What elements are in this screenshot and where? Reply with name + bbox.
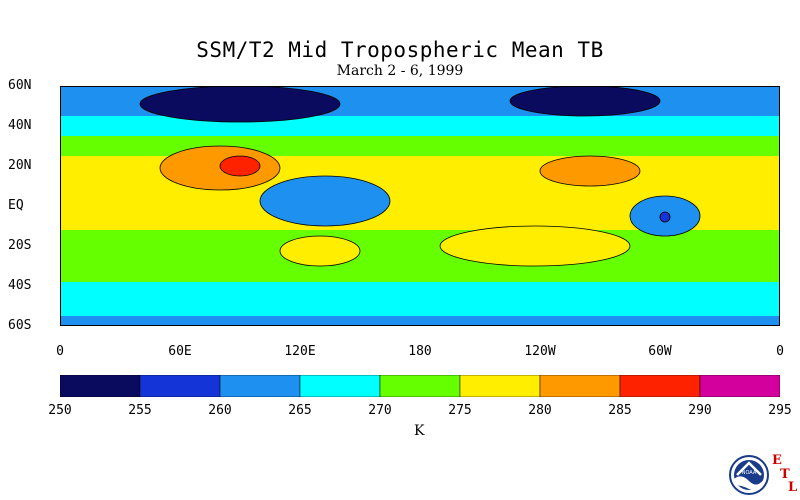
lat-tick-label: 20N (8, 158, 32, 173)
zonal-band-5 (60, 262, 780, 282)
lon-tick-label: 0 (56, 344, 64, 359)
colorbar-tick-label: 270 (368, 403, 392, 418)
colorbar (60, 375, 780, 397)
feature-2 (259, 175, 391, 227)
map-subtitle: March 2 - 6, 1999 (336, 63, 464, 79)
colorbar-tick-label: 265 (288, 403, 312, 418)
lon-tick-label: 180 (408, 344, 432, 359)
colorbar-unit: K (414, 423, 425, 439)
feature-8 (279, 235, 361, 267)
map-frame (60, 86, 780, 326)
colorbar-swatch (139, 375, 221, 397)
lon-tick-label: 60E (168, 344, 192, 359)
colorbar-tick-label: 250 (48, 403, 72, 418)
lat-tick-label: 40S (8, 278, 32, 293)
colorbar-swatch (60, 375, 141, 397)
colorbar-tick-label: 290 (688, 403, 712, 418)
zonal-band-7 (60, 302, 780, 316)
colorbar-swatch (699, 375, 780, 397)
feature-5 (539, 155, 641, 187)
colorbar-swatch (539, 375, 621, 397)
zonal-band-2 (60, 136, 780, 156)
colorbar-tick-label: 295 (768, 403, 792, 418)
lat-tick-label: 20S (8, 238, 32, 253)
feature-4 (219, 155, 261, 177)
colorbar-tick-label: 260 (208, 403, 232, 418)
feature-0 (139, 86, 341, 123)
lon-tick-label: 120W (524, 344, 556, 359)
lat-tick-label: 60N (8, 78, 32, 93)
lon-tick-label: 0 (776, 344, 784, 359)
logo-text: NOAA (742, 470, 757, 476)
logo-letter-t: T (780, 467, 790, 482)
temperature-map (60, 86, 780, 326)
lon-tick-label: 120E (284, 344, 316, 359)
zonal-band-8 (60, 316, 780, 326)
colorbar-swatch (299, 375, 381, 397)
colorbar-swatch (619, 375, 701, 397)
lat-tick-label: 40N (8, 118, 32, 133)
logo-letter-e: E (772, 453, 782, 468)
feature-9 (439, 225, 631, 267)
lat-tick-label: 60S (8, 318, 32, 333)
lon-tick-label: 60W (648, 344, 672, 359)
noaa-logo: NOAA (729, 455, 769, 495)
colorbar-swatch (379, 375, 461, 397)
feature-1 (509, 86, 661, 117)
zonal-band-1 (60, 116, 780, 136)
colorbar-tick-label: 255 (128, 403, 152, 418)
colorbar-swatch (459, 375, 541, 397)
zonal-band-6 (60, 282, 780, 302)
feature-7 (659, 211, 671, 223)
colorbar-tick-label: 280 (528, 403, 552, 418)
logo-letter-l: L (788, 480, 798, 495)
colorbar-swatch (219, 375, 301, 397)
map-title: SSM/T2 Mid Tropospheric Mean TB (196, 38, 604, 62)
colorbar-tick-label: 275 (448, 403, 472, 418)
lat-tick-label: EQ (8, 198, 24, 213)
colorbar-tick-label: 285 (608, 403, 632, 418)
